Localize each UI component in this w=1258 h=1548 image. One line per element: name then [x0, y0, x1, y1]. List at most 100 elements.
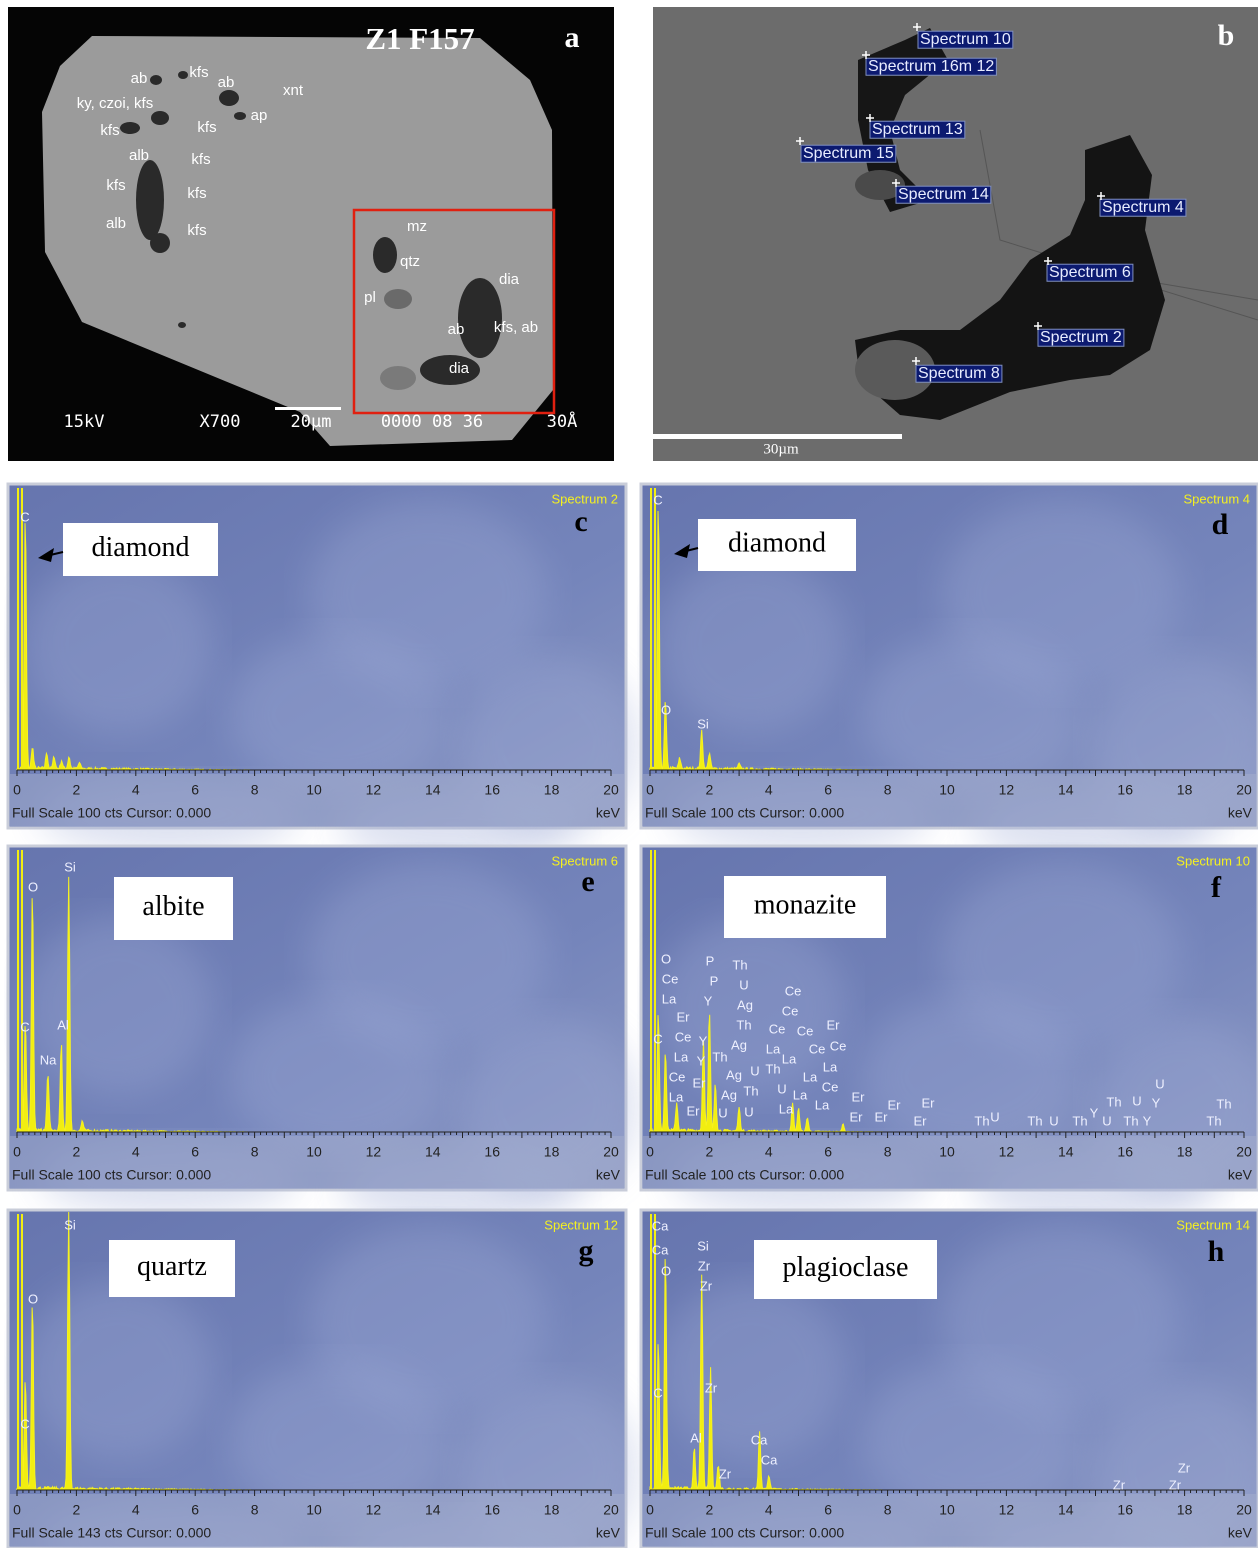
- mineral-label: ab: [448, 321, 465, 338]
- peak-label: Th: [1206, 1113, 1221, 1128]
- spectrum-label: Spectrum 14: [898, 186, 989, 203]
- x-tick-label: 10: [939, 1144, 955, 1160]
- peak-label: Th: [1072, 1113, 1087, 1128]
- peak-label: Ce: [669, 1069, 686, 1084]
- panel-letter: a: [565, 21, 580, 54]
- peak-label: U: [750, 1063, 759, 1078]
- unit-label: keV: [596, 1525, 621, 1541]
- x-tick-label: 12: [999, 1144, 1015, 1160]
- mineral-label: kfs: [197, 119, 216, 136]
- panel-letter: c: [574, 505, 587, 538]
- mineral-label: kfs: [187, 222, 206, 239]
- mineral-label: kfs, ab: [494, 319, 538, 336]
- eds-bubble: [23, 916, 213, 1096]
- x-tick-label: 16: [1117, 782, 1133, 798]
- panel-letter: e: [581, 865, 594, 898]
- x-tick-label: 4: [132, 782, 140, 798]
- x-tick-label: 0: [13, 782, 21, 798]
- mineral-label: ap: [251, 107, 268, 124]
- peak-label: Er: [875, 1109, 889, 1124]
- figure: 02468101214161820keVFull Scale 100 cts C…: [0, 0, 1258, 1548]
- eds-bubble: [23, 1280, 213, 1460]
- x-tick-label: 18: [1177, 782, 1193, 798]
- spectrum-label: Spectrum 2: [1040, 329, 1122, 346]
- x-tick-label: 10: [306, 1502, 322, 1518]
- peak-label: Th: [736, 1017, 751, 1032]
- x-tick-label: 6: [191, 1144, 199, 1160]
- mineral-label: alb: [106, 215, 126, 232]
- peak-label: Th: [732, 957, 747, 972]
- mineral-label: kfs: [191, 151, 210, 168]
- mineral-label: mz: [407, 218, 427, 235]
- peak-label: Si: [697, 1238, 709, 1253]
- peak-label: Zr: [1113, 1477, 1126, 1492]
- peak-label: Zr: [719, 1466, 732, 1481]
- x-tick-label: 10: [939, 1502, 955, 1518]
- spectrum-label: Spectrum 8: [918, 365, 1000, 382]
- x-tick-label: 8: [251, 1144, 259, 1160]
- peak-label: Th: [743, 1083, 758, 1098]
- mineral-label: pl: [364, 289, 376, 306]
- x-tick-label: 12: [999, 782, 1015, 798]
- scale-bar: [275, 407, 341, 410]
- peak-label: Er: [677, 1009, 691, 1024]
- peak-label: Y: [699, 1033, 708, 1048]
- peak-label: Er: [850, 1109, 864, 1124]
- peak-label: Y: [697, 1053, 706, 1068]
- peak-label: Ag: [726, 1067, 742, 1082]
- x-tick-label: 0: [13, 1502, 21, 1518]
- eds-panel: 02468101214161820keVFull Scale 143 cts C…: [8, 1210, 638, 1548]
- x-tick-label: 6: [191, 782, 199, 798]
- x-tick-label: 18: [1177, 1502, 1193, 1518]
- spectrum-label: Spectrum 6: [1049, 264, 1131, 281]
- peak-label: O: [661, 1263, 671, 1278]
- scale-label: 30µm: [763, 441, 799, 457]
- peak-label: U: [1132, 1093, 1141, 1108]
- peak-label: Ce: [830, 1038, 847, 1053]
- x-tick-label: 4: [132, 1502, 140, 1518]
- peak-label: Zr: [700, 1278, 713, 1293]
- peak-label: Ce: [785, 983, 802, 998]
- peak-label: Th: [1027, 1113, 1042, 1128]
- peak-label: Ca: [652, 1242, 669, 1257]
- panel-letter: b: [1218, 19, 1235, 52]
- peak-label: Zr: [698, 1258, 711, 1273]
- x-tick-label: 0: [646, 1144, 654, 1160]
- x-tick-label: 18: [544, 1144, 560, 1160]
- peak-label: Ce: [662, 971, 679, 986]
- x-tick-label: 14: [425, 1144, 441, 1160]
- peak-label: U: [739, 977, 748, 992]
- mineral-label: dia: [449, 360, 470, 377]
- peak-label: Er: [914, 1113, 928, 1128]
- mineral-label: dia: [499, 271, 520, 288]
- unit-label: keV: [596, 805, 621, 821]
- footer: Full Scale 100 cts Cursor: 0.000: [645, 805, 844, 821]
- peak-label: U: [1155, 1076, 1164, 1091]
- peak-label: C: [653, 492, 662, 507]
- mineral-name: diamond: [92, 532, 190, 563]
- peak-label: O: [661, 702, 671, 717]
- peak-label: U: [1102, 1113, 1111, 1128]
- x-tick-label: 8: [884, 782, 892, 798]
- peak-label: La: [803, 1069, 818, 1084]
- footer: Full Scale 100 cts Cursor: 0.000: [12, 1167, 211, 1183]
- mineral-label: ab: [131, 70, 148, 87]
- sem-footer: 15kV: [64, 412, 105, 432]
- peak-label: Y: [1152, 1095, 1161, 1110]
- mineral-label: ky, czoi, kfs: [77, 95, 153, 112]
- peak-label: C: [653, 1031, 662, 1046]
- peak-label: Zr: [705, 1380, 718, 1395]
- x-tick-label: 16: [484, 1502, 500, 1518]
- peak-label: Th: [1216, 1096, 1231, 1111]
- x-tick-label: 18: [544, 1502, 560, 1518]
- spectrum-label: Spectrum 16m 12: [868, 58, 994, 75]
- panel-title: Z1 F157: [365, 21, 474, 56]
- spectrum-label: Spectrum 10: [920, 31, 1011, 48]
- peak-label: Y: [1143, 1113, 1152, 1128]
- peak-label: Ca: [751, 1432, 768, 1447]
- unit-label: keV: [1228, 1525, 1253, 1541]
- x-tick-label: 0: [13, 1144, 21, 1160]
- peak-label: Th: [1106, 1094, 1121, 1109]
- x-tick-label: 8: [884, 1502, 892, 1518]
